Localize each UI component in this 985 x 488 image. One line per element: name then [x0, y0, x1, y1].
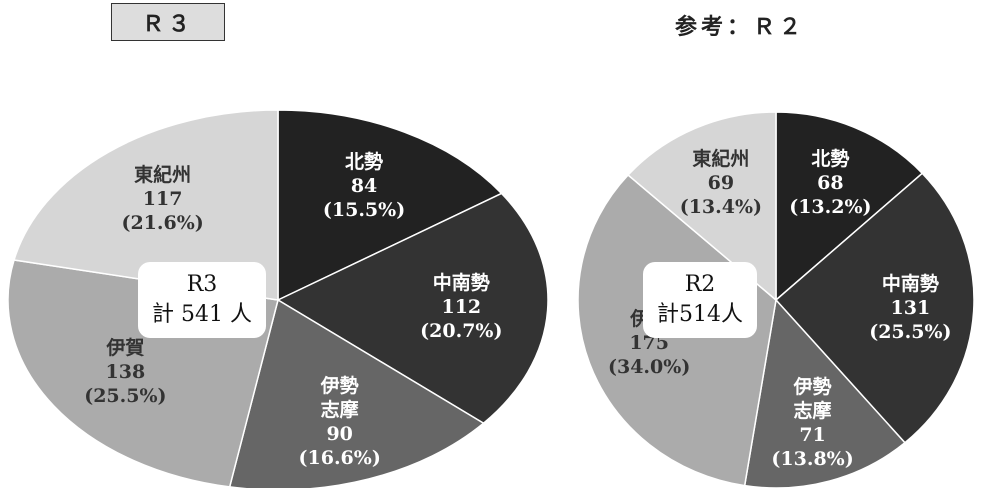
slice-value: 68 — [817, 172, 844, 195]
slice-value: 84 — [350, 174, 378, 197]
slice-value: 138 — [105, 360, 146, 383]
slice-percent: (34.0%) — [608, 355, 691, 378]
slice-label: 伊勢志摩 90 (16.6%) — [299, 374, 381, 470]
category-name: 東紀州 — [134, 164, 192, 187]
slice-value: 90 — [326, 422, 353, 445]
slice-label: 中南勢 131 (25.5%) — [869, 272, 951, 344]
category-name: 伊賀 — [106, 336, 145, 359]
center-title: R2 — [684, 272, 716, 297]
slice-value: 69 — [707, 172, 735, 195]
category-name: 中南勢 — [432, 272, 490, 295]
chart-title: 参考：Ｒ２ — [674, 15, 806, 40]
slice-value: 117 — [142, 188, 183, 211]
category-name: 伊勢志摩 — [793, 376, 832, 423]
slice-percent: (16.6%) — [298, 446, 381, 469]
center-label: R3 計 541 人 — [138, 262, 266, 338]
chart-title: Ｒ３ — [110, 3, 226, 41]
pie-slice — [775, 111, 924, 302]
pie-slice — [277, 109, 503, 302]
center-total: 計514人 — [657, 302, 743, 327]
slice-percent: (21.6%) — [121, 212, 204, 235]
category-name: 中南勢 — [881, 272, 939, 295]
category-name: 東紀州 — [692, 148, 750, 171]
pie-slice — [228, 298, 485, 488]
slice-percent: (20.7%) — [420, 320, 503, 343]
slice-value: 71 — [799, 424, 826, 447]
slice-value: 112 — [441, 296, 482, 319]
pie-slice — [627, 111, 777, 302]
category-name: 伊勢志摩 — [320, 374, 359, 421]
slice-percent: (25.5%) — [869, 320, 952, 343]
center-title: R3 — [186, 272, 218, 297]
center-total: 計 541 人 — [152, 302, 252, 327]
slice-label: 伊勢志摩 71 (13.8%) — [771, 375, 853, 471]
slice-value: 131 — [890, 296, 931, 319]
slice-percent: (15.5%) — [322, 198, 406, 221]
slice-percent: (13.4%) — [679, 196, 763, 219]
pie-slice — [743, 298, 906, 488]
slice-label: 北勢 68 (13.2%) — [789, 147, 871, 219]
slice-percent: (13.8%) — [771, 448, 854, 471]
slice-label: 東紀州 117 (21.6%) — [121, 163, 203, 235]
slice-percent: (25.5%) — [84, 384, 167, 407]
pie-slice — [276, 192, 549, 425]
slice-label: 北勢 84 (15.5%) — [323, 150, 405, 222]
center-label: R2 計514人 — [643, 262, 757, 338]
pie-slice — [13, 109, 279, 301]
slice-label: 伊賀 138 (25.5%) — [84, 336, 166, 408]
slice-label: 東紀州 69 (13.4%) — [680, 147, 762, 219]
category-name: 北勢 — [345, 150, 384, 173]
pie-slice — [774, 172, 975, 444]
category-name: 北勢 — [811, 148, 850, 171]
slice-label: 中南勢 112 (20.7%) — [420, 271, 502, 343]
slice-percent: (13.2%) — [789, 196, 872, 219]
